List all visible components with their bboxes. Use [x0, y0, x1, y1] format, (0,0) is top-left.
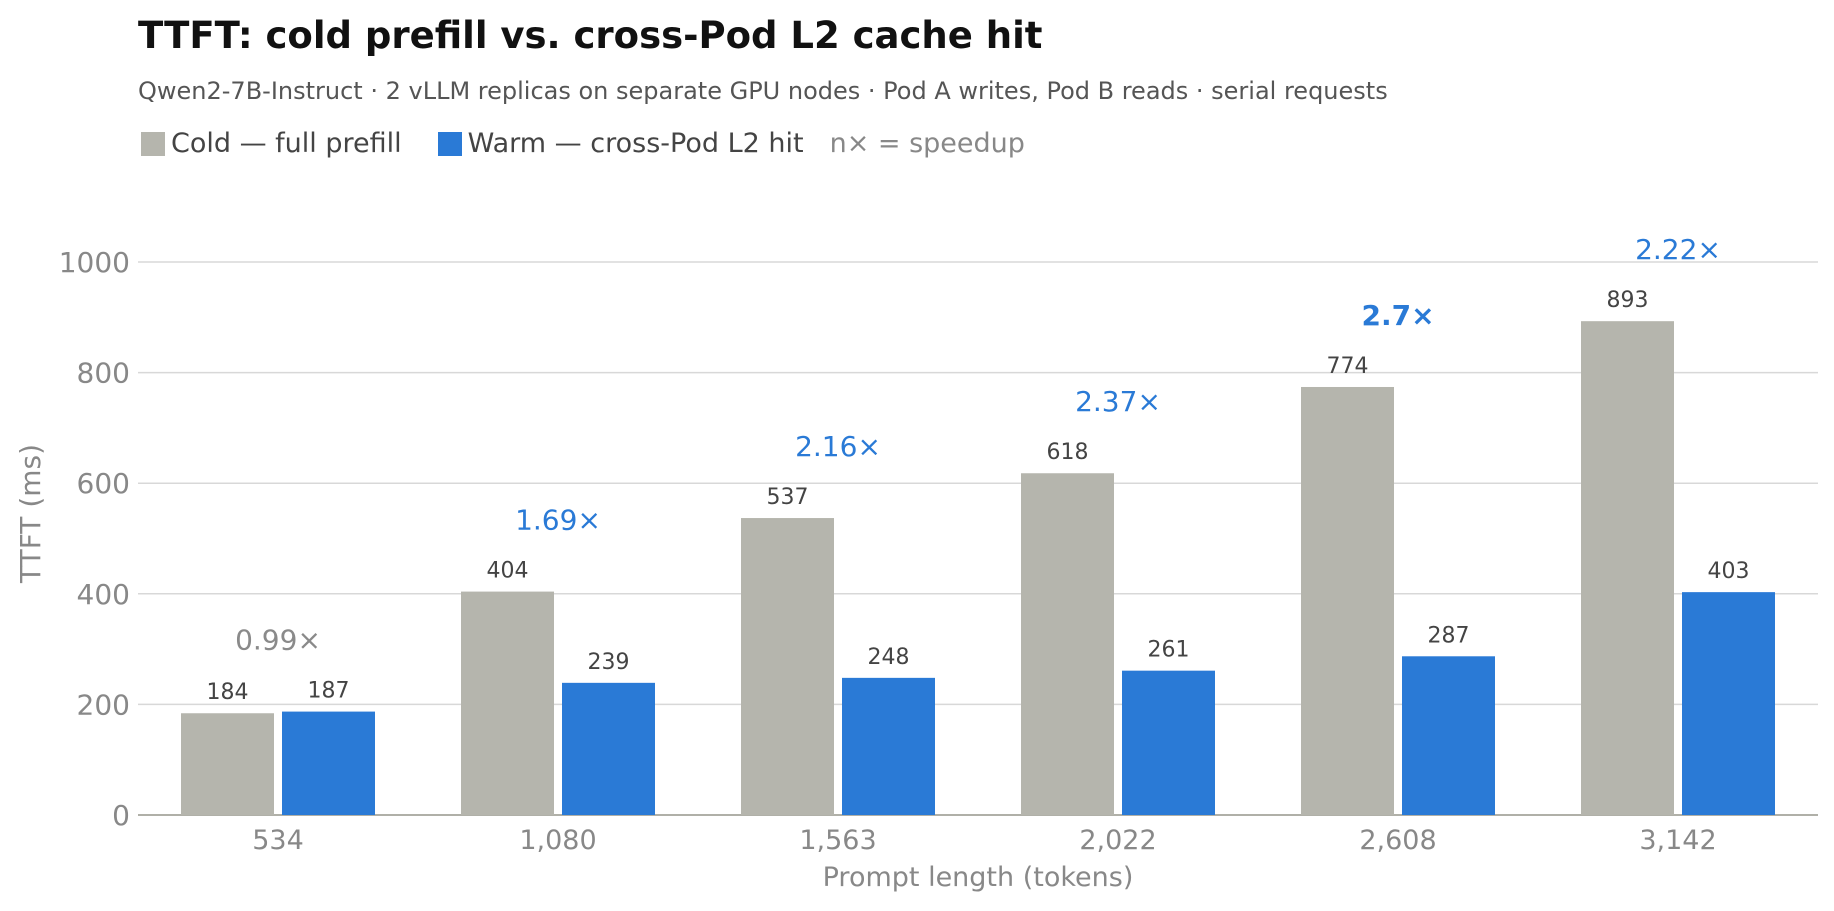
- bar-warm: [1122, 670, 1215, 815]
- y-tick-label: 600: [77, 467, 130, 500]
- bar-warm: [562, 682, 655, 815]
- bar-cold: [741, 518, 834, 815]
- bar-value-label: 261: [1148, 638, 1190, 663]
- x-tick-label: 1,563: [799, 825, 876, 856]
- x-tick-label: 2,022: [1079, 825, 1156, 856]
- legend-label-warm: Warm — cross-Pod L2 hit: [467, 128, 804, 159]
- bar-value-label: 287: [1428, 623, 1470, 648]
- bar-cold: [1581, 321, 1674, 815]
- y-axis-title: TTFT (ms): [14, 444, 47, 584]
- bar-value-label: 184: [207, 680, 249, 705]
- bar-warm: [1682, 592, 1775, 815]
- bar-value-label: 774: [1327, 354, 1369, 379]
- legend-speedup-note: n× = speedup: [829, 128, 1025, 159]
- legend-item-cold: Cold — full prefill: [141, 128, 402, 159]
- bar-value-label: 248: [868, 645, 910, 670]
- y-tick-label: 1000: [59, 246, 130, 279]
- bar-cold: [461, 591, 554, 815]
- speedup-label: 2.16×: [795, 430, 881, 463]
- speedup-label: 2.7×: [1361, 299, 1434, 332]
- x-axis-title: Prompt length (tokens): [823, 862, 1134, 893]
- legend-label-cold: Cold — full prefill: [171, 128, 402, 159]
- y-tick-label: 0: [112, 799, 130, 832]
- y-tick-label: 800: [77, 357, 130, 390]
- chart-subtitle: Qwen2-7B-Instruct · 2 vLLM replicas on s…: [138, 77, 1388, 105]
- chart-legend: Cold — full prefill Warm — cross-Pod L2 …: [141, 128, 1025, 159]
- speedup-label: 2.37×: [1075, 385, 1161, 418]
- bar-value-label: 618: [1047, 440, 1089, 465]
- bar-value-label: 404: [487, 559, 529, 584]
- bar-warm: [282, 711, 375, 815]
- chart-title: TTFT: cold prefill vs. cross-Pod L2 cach…: [138, 14, 1043, 57]
- y-tick-label: 200: [77, 688, 130, 721]
- x-tick-label: 1,080: [519, 825, 596, 856]
- bar-value-label: 187: [308, 679, 350, 704]
- legend-item-warm: Warm — cross-Pod L2 hit: [437, 128, 804, 159]
- bar-cold: [1021, 473, 1114, 815]
- bar-warm: [842, 677, 935, 815]
- speedup-label: 0.99×: [235, 624, 321, 657]
- speedup-label: 1.69×: [515, 504, 601, 537]
- bar-cold: [181, 713, 274, 815]
- legend-swatch-cold: [141, 131, 165, 156]
- bar-value-label: 537: [767, 485, 809, 510]
- bar-value-label: 893: [1607, 288, 1649, 313]
- legend-swatch-warm: [437, 131, 462, 156]
- x-tick-label: 3,142: [1639, 825, 1716, 856]
- x-tick-label: 534: [252, 825, 304, 856]
- bar-cold: [1301, 386, 1394, 815]
- bar-value-label: 403: [1708, 559, 1750, 584]
- bar-warm: [1402, 656, 1495, 815]
- x-tick-label: 2,608: [1359, 825, 1436, 856]
- speedup-label: 2.22×: [1635, 233, 1721, 266]
- bar-value-label: 239: [588, 650, 630, 675]
- y-tick-label: 400: [77, 578, 130, 611]
